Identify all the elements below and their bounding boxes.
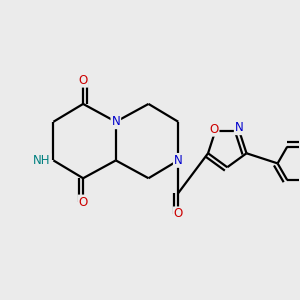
Text: O: O	[209, 123, 218, 136]
Text: N: N	[174, 154, 183, 167]
Text: O: O	[174, 207, 183, 220]
Text: N: N	[235, 121, 244, 134]
Text: O: O	[79, 196, 88, 208]
Text: NH: NH	[33, 154, 50, 167]
Text: O: O	[79, 74, 88, 87]
Text: N: N	[111, 115, 120, 128]
